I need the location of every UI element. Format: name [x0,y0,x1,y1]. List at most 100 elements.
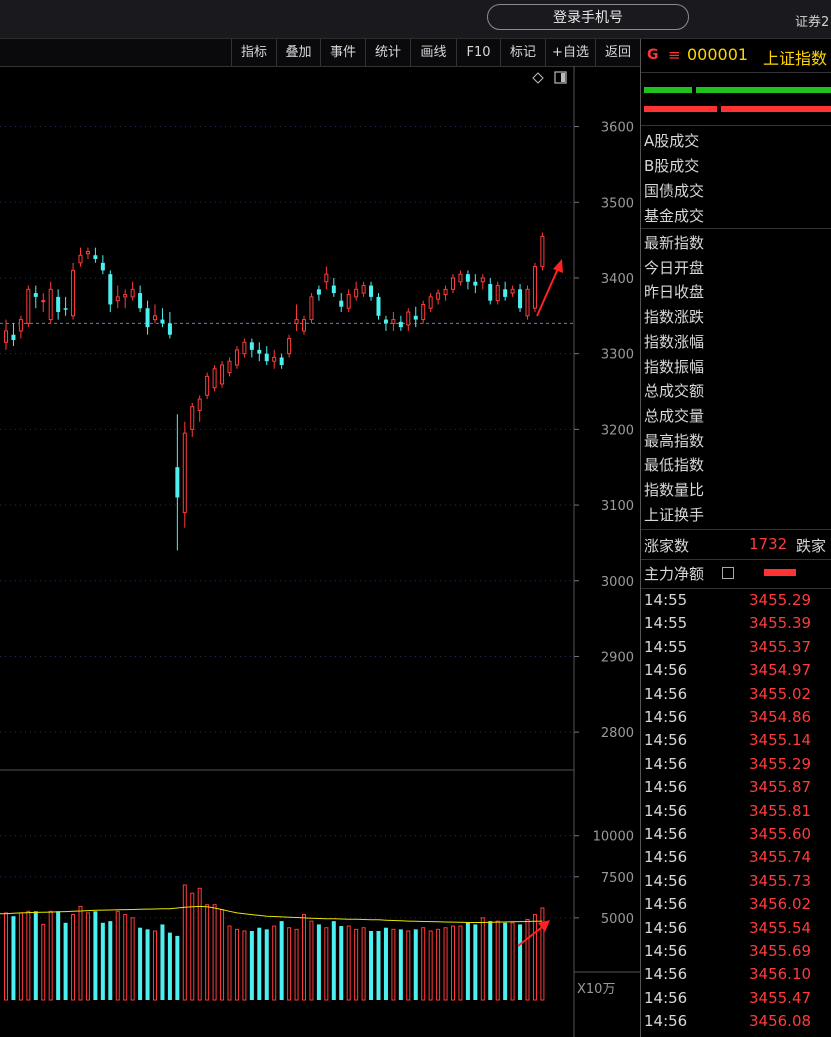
top-right-label[interactable]: 证券2 [795,15,830,30]
volume-bar [309,920,314,1001]
volume-bar [227,925,232,1001]
volume-bar [48,910,53,1001]
candle-body [324,273,329,283]
candle-body [428,296,433,309]
volume-bar [518,924,523,1000]
toolbar-back-button[interactable]: 返回 [595,39,640,66]
candle-body [63,308,68,310]
volume-bar [331,921,336,1000]
candle-body [398,321,403,328]
index-stat-label: 昨日收盘 [644,283,705,302]
volume-bar [488,921,493,1000]
volume-bar [175,935,180,1000]
candle-body [383,319,388,324]
volume-bar [421,927,426,1001]
toolbar-draw-line-button[interactable]: 画线 [410,39,456,66]
volume-bar [167,932,172,1000]
tick-time: 14:56 [644,918,688,937]
toolbar-statistics-button[interactable]: 统计 [365,39,410,66]
candle-body [354,288,359,298]
toolbar-overlay-button[interactable]: 叠加 [276,39,320,66]
divider [641,529,831,530]
volume-tick-label: 10000 [593,830,634,845]
volume-bar [302,914,306,1001]
volume-bar [33,911,38,1000]
toolbar-mark-button[interactable]: 标记 [500,39,545,66]
g-badge-icon[interactable]: G [647,47,659,63]
divider [641,588,831,589]
candle-body [227,360,232,374]
candle-body [465,274,470,282]
volume-bar [56,911,61,1000]
price-tick-label: 3500 [601,196,634,211]
volume-bar [63,922,68,1000]
toolbar-f10-button[interactable]: F10 [456,39,500,66]
divider [641,228,831,229]
candle-body [190,406,195,430]
volume-bar [182,884,187,1001]
login-phone-button[interactable]: 登录手机号 [487,4,689,30]
tick-time: 14:56 [644,731,688,750]
candle-body [26,288,31,324]
candle-body [510,288,515,294]
volume-bar [234,928,239,1001]
volume-bar [78,905,83,1001]
toolbar-indicator-button[interactable]: 指标 [231,39,276,66]
volume-bar [458,925,463,1001]
tick-price: 3455.54 [749,918,812,937]
price-tick-label: 3100 [601,499,634,514]
volume-bar [510,922,515,1001]
market-volume-label: A股成交 [644,132,700,150]
volume-bar [398,929,403,1000]
tick-time: 14:56 [644,708,688,726]
volume-bar [197,887,202,1001]
divider [641,125,831,126]
candle-body [108,274,113,305]
candle-body [532,266,537,309]
tick-price: 3455.73 [749,871,812,890]
price-tick-label: 2800 [601,726,634,741]
quote-panel-header: G ≡ 000001 上证指数 [641,39,831,73]
candle-body [212,368,217,389]
index-stat-label: 最低指数 [644,456,705,475]
toolbar-event-button[interactable]: 事件 [320,39,365,66]
volume-trend-arrow-head [538,920,550,932]
volume-bar [100,922,105,1000]
sell-strength-bar [644,106,717,112]
chart-tool-diamond-icon[interactable] [532,72,544,84]
volume-bar [272,925,277,1001]
volume-bar [503,922,508,1000]
candle-body [167,323,172,335]
tick-price: 3455.87 [749,778,812,797]
toolbar-add-watchlist-button[interactable]: +自选 [545,39,595,66]
sell-strength-bar [721,106,831,112]
index-name: 上证指数 [763,49,828,68]
volume-bar [93,911,98,1000]
candle-body [294,319,299,324]
candle-body [279,357,284,366]
kline-chart[interactable]: 3600 3500 3400 3300 3200 3100 3000 2900 2800 1000… [0,66,640,1037]
main-flow-list-icon[interactable] [722,567,734,579]
tick-price: 3454.86 [749,708,812,726]
volume-bar [406,930,411,1001]
candle-body [153,315,157,321]
menu-icon[interactable]: ≡ [668,46,681,64]
volume-bar [428,930,433,1001]
price-tick-label: 3200 [601,423,634,438]
index-stat-label: 最高指数 [644,431,705,450]
tick-time: 14:55 [644,637,688,656]
volume-bar [540,907,545,1001]
main-flow-bar [764,569,796,576]
volume-bar [138,927,143,1000]
price-tick-label: 3300 [601,348,634,363]
tick-price: 3456.08 [749,1012,812,1031]
candle-body [406,311,411,326]
candle-body [264,353,269,362]
chart-panel-toggle-icon[interactable] [554,71,567,84]
main-flow-label: 主力净额 [644,565,705,583]
volume-bar [473,924,478,1000]
index-stat-label: 最新指数 [644,234,705,252]
tick-time: 14:56 [644,942,688,960]
volume-bar [354,928,359,1001]
candle-body [41,300,46,303]
